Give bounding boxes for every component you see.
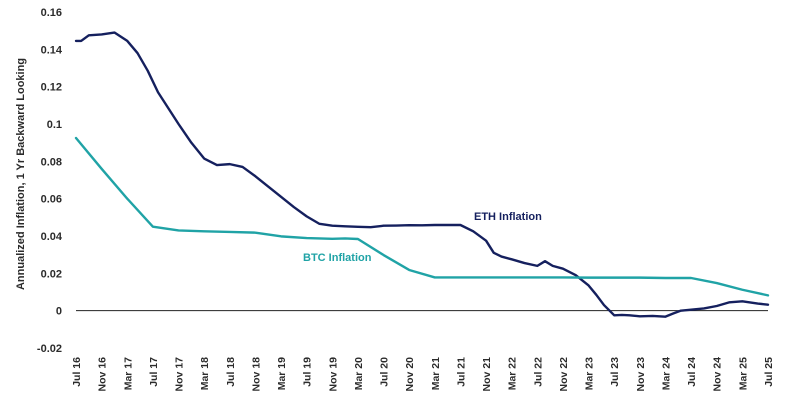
x-tick-label: Nov 24	[712, 357, 724, 392]
y-tick-label: 0.12	[41, 82, 62, 94]
series-lines	[74, 31, 770, 318]
x-tick-label: Mar 17	[122, 357, 134, 390]
x-tick-label: Jul 21	[455, 357, 467, 387]
x-tick-label: Nov 22	[558, 357, 570, 392]
x-axis-ticks: Jul 16 Nov 16 Mar 17 Jul 17 Nov 17 Mar 18 Jul …	[71, 357, 775, 392]
x-tick-label: Mar 19	[276, 357, 288, 390]
y-tick-label: -0.02	[37, 343, 62, 355]
y-axis-label: Annualized Inflation, 1 Yr Backward Look…	[15, 58, 27, 290]
x-tick-label: Jul 16	[71, 357, 83, 387]
x-tick-label: Nov 23	[635, 357, 647, 392]
y-tick-label: 0.1	[47, 119, 62, 131]
x-tick-label: Mar 18	[199, 357, 211, 390]
btc-inflation-line	[74, 136, 770, 297]
x-tick-label: Jul 18	[225, 357, 237, 387]
x-tick-label: Nov 19	[327, 357, 339, 392]
x-tick-label: Mar 24	[660, 357, 672, 390]
x-tick-label: Jul 20	[379, 357, 391, 387]
x-tick-label: Nov 21	[481, 357, 493, 392]
x-tick-label: Jul 19	[302, 357, 314, 387]
y-tick-label: 0.04	[41, 231, 63, 243]
x-tick-label: Mar 22	[507, 357, 519, 390]
y-axis-ticks: 0.16 0.14 0.12 0.1 0.08 0.06 0.04 0.02 0 -0.02	[37, 7, 63, 355]
x-tick-label: Jul 22	[532, 357, 544, 387]
x-tick-label: Mar 20	[353, 357, 365, 390]
x-tick-label: Mar 23	[584, 357, 596, 390]
x-tick-label: Jul 24	[686, 357, 698, 387]
y-tick-label: 0.02	[41, 268, 62, 280]
x-tick-label: Mar 25	[737, 357, 749, 390]
y-tick-label: 0.08	[41, 156, 62, 168]
btc-series-label: BTC Inflation	[303, 252, 372, 264]
x-tick-label: Nov 17	[174, 357, 186, 392]
y-tick-label: 0.06	[41, 194, 62, 206]
x-tick-label: Nov 18	[250, 357, 262, 392]
x-tick-label: Nov 20	[404, 357, 416, 392]
x-tick-label: Nov 16	[97, 357, 109, 392]
eth-inflation-line	[74, 31, 770, 318]
x-tick-label: Jul 17	[148, 357, 160, 387]
eth-series-label: ETH Inflation	[474, 211, 542, 223]
x-tick-label: Mar 21	[430, 357, 442, 390]
y-tick-label: 0.14	[41, 44, 63, 56]
x-tick-label: Jul 23	[609, 357, 621, 387]
y-tick-label: 0.16	[41, 7, 62, 19]
x-tick-label: Jul 25	[763, 357, 775, 387]
y-tick-label: 0	[56, 306, 62, 318]
